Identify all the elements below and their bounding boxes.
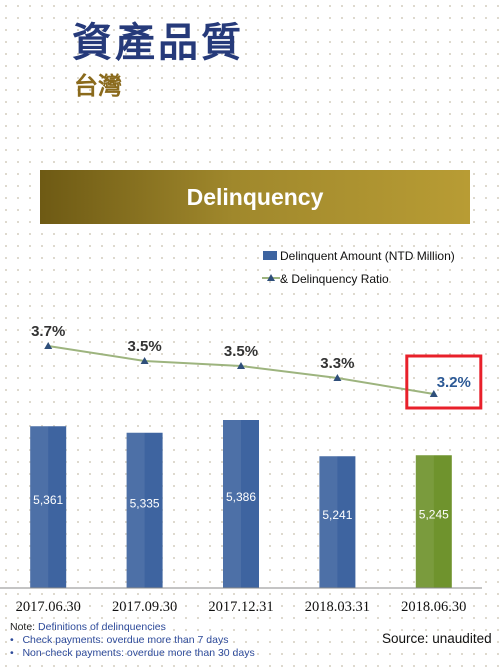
note-heading-text: Definitions of delinquencies bbox=[38, 621, 166, 633]
ratio-point bbox=[333, 374, 342, 381]
x-tick-label: 2017.09.30 bbox=[112, 599, 177, 615]
legend-bar-swatch bbox=[263, 251, 277, 260]
ratio-data-label: 3.5% bbox=[224, 343, 258, 360]
ratio-point bbox=[44, 342, 53, 349]
chart-legend: Delinquent Amount (NTD Million) & Delinq… bbox=[262, 249, 455, 286]
bar bbox=[30, 426, 67, 588]
legend-line-label: & Delinquency Ratio bbox=[280, 272, 389, 286]
bar-data-label: 5,361 bbox=[33, 493, 63, 507]
bar bbox=[319, 456, 356, 588]
note-heading: Note: Definitions of delinquencies bbox=[10, 621, 255, 634]
x-tick-label: 2017.12.31 bbox=[208, 599, 273, 615]
ratio-point bbox=[429, 390, 438, 397]
bar bbox=[126, 432, 163, 588]
chart-notes: Note: Definitions of delinquencies • Che… bbox=[10, 621, 255, 660]
banner-label: Delinquency bbox=[186, 183, 324, 210]
ratio-data-label: 3.3% bbox=[320, 355, 354, 372]
highlight-box bbox=[405, 354, 483, 410]
bar-sheen bbox=[319, 456, 338, 588]
note-bullet: • Check payments: overdue more than 7 da… bbox=[10, 634, 229, 646]
bar-data-label: 5,241 bbox=[322, 508, 352, 522]
ratio-data-label: 3.7% bbox=[31, 323, 65, 340]
legend-line-marker bbox=[267, 274, 275, 281]
bar bbox=[415, 455, 452, 588]
source-text: Source: unaudited bbox=[382, 631, 492, 646]
page-subtitle: 台灣 bbox=[74, 72, 122, 100]
ratio-point bbox=[140, 357, 149, 364]
chart-banner: Delinquency bbox=[40, 170, 470, 224]
bar-sheen bbox=[30, 426, 49, 588]
note-bullet-text: Non-check payments: overdue more than 30… bbox=[22, 647, 255, 659]
ratio-data-label: 3.5% bbox=[127, 338, 161, 355]
note-bullet-text: Check payments: overdue more than 7 days bbox=[22, 634, 229, 646]
ratio-data-label: 3.2% bbox=[437, 374, 471, 391]
note-bullet: • Non-check payments: overdue more than … bbox=[10, 647, 255, 659]
note-heading-label: Note: bbox=[10, 621, 36, 633]
page-title: 資產品質 bbox=[72, 20, 244, 66]
x-tick-label: 2018.06.30 bbox=[401, 599, 466, 615]
bar bbox=[223, 420, 259, 588]
bar-sheen bbox=[126, 432, 145, 588]
legend-bar-label: Delinquent Amount (NTD Million) bbox=[280, 249, 455, 263]
ratio-point bbox=[237, 362, 245, 369]
x-tick-label: 2018.03.31 bbox=[305, 599, 370, 615]
bar-data-label: 5,335 bbox=[130, 496, 160, 510]
bar-sheen bbox=[223, 420, 241, 588]
bar-data-label: 5,245 bbox=[419, 508, 449, 522]
x-tick-label: 2017.06.30 bbox=[16, 599, 81, 615]
bar-sheen bbox=[415, 455, 434, 588]
bar-data-label: 5,386 bbox=[226, 490, 256, 504]
